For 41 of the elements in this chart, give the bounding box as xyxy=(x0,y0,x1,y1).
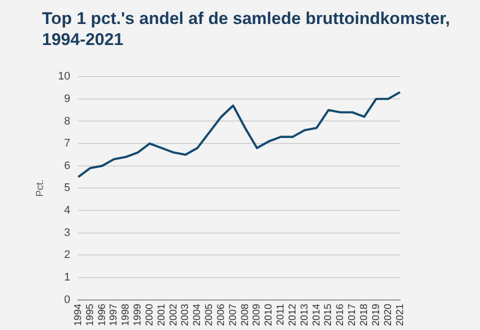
x-tick-label: 2012 xyxy=(287,303,298,326)
x-tick-label: 1999 xyxy=(132,303,144,326)
y-tick-label: 7 xyxy=(64,138,70,150)
x-tick-label: 2008 xyxy=(240,303,251,326)
x-tick-label: 2007 xyxy=(228,303,239,326)
y-tick-label: 10 xyxy=(58,70,70,83)
chart-title: Top 1 pct.'s andel af de samlede bruttoindkomster, 1994-2021 xyxy=(42,8,452,50)
y-tick-label: 5 xyxy=(64,182,70,194)
x-tick-label: 2005 xyxy=(204,303,216,326)
x-tick-label: 2009 xyxy=(252,303,263,326)
x-tick-label: 1997 xyxy=(108,303,120,326)
y-tick-label: 2 xyxy=(64,249,70,262)
y-tick-label: 0 xyxy=(64,294,70,306)
x-tick-label: 2010 xyxy=(264,303,275,326)
x-tick-label: 2004 xyxy=(192,303,204,326)
x-tick-label: 2001 xyxy=(156,303,168,326)
x-tick-label: 2014 xyxy=(311,303,322,326)
x-tick-label: 2013 xyxy=(299,303,310,326)
x-tick-label: 1996 xyxy=(96,303,108,326)
y-tick-label: 9 xyxy=(64,92,70,105)
x-tick-label: 1994 xyxy=(72,303,84,326)
y-tick-label: 6 xyxy=(64,160,70,172)
y-tick-label: 3 xyxy=(64,226,70,239)
x-tick-label: 2000 xyxy=(144,303,156,326)
x-tick-label: 2017 xyxy=(347,303,358,326)
x-tick-label: 2018 xyxy=(359,303,370,326)
x-tick-label: 2015 xyxy=(323,303,334,326)
x-tick-label: 2020 xyxy=(382,303,394,326)
y-tick-label: 1 xyxy=(64,271,70,284)
x-tick-label: 2003 xyxy=(180,303,192,326)
y-axis-title: Pct. xyxy=(34,180,46,197)
x-tick-label: 2021 xyxy=(394,303,406,326)
x-tick-label: 1998 xyxy=(120,303,132,326)
x-tick-label: 2002 xyxy=(168,303,180,326)
y-tick-label: 4 xyxy=(64,204,70,217)
x-tick-label: 2011 xyxy=(276,303,287,326)
x-tick-label: 2016 xyxy=(335,303,346,326)
x-tick-label: 2019 xyxy=(370,303,382,326)
x-tick-label: 2006 xyxy=(216,303,227,326)
x-tick-label: 1995 xyxy=(84,303,96,326)
y-tick-label: 8 xyxy=(64,115,70,128)
